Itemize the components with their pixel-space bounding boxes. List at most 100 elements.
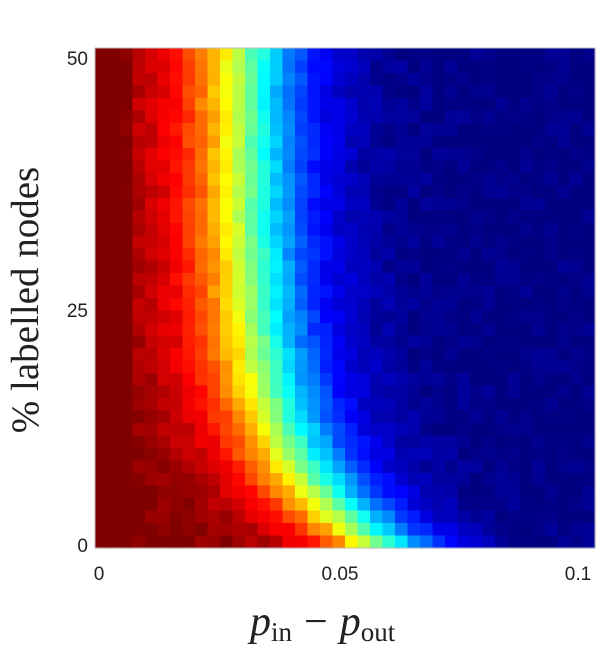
heatmap-cell xyxy=(395,523,409,537)
heatmap-cell xyxy=(270,510,284,524)
heatmap-cell xyxy=(507,110,521,124)
heatmap-cell xyxy=(257,210,271,224)
heatmap-cell xyxy=(582,473,596,487)
heatmap-cell xyxy=(582,123,596,137)
heatmap-cell xyxy=(257,473,271,487)
heatmap-cell xyxy=(382,173,396,187)
heatmap-cell xyxy=(332,273,346,287)
heatmap-cell xyxy=(345,535,359,549)
heatmap-cell xyxy=(407,473,421,487)
heatmap-cell xyxy=(270,460,284,474)
heatmap-cell xyxy=(282,335,296,349)
heatmap-cell xyxy=(95,285,109,299)
heatmap-cell xyxy=(170,98,184,112)
heatmap-cell xyxy=(182,135,196,149)
heatmap-cell xyxy=(182,198,196,212)
heatmap-cell xyxy=(470,110,484,124)
heatmap-cell xyxy=(207,223,221,237)
heatmap-cell xyxy=(170,210,184,224)
heatmap-cell xyxy=(582,60,596,74)
heatmap-cell xyxy=(332,410,346,424)
heatmap-cell xyxy=(382,273,396,287)
heatmap-cell xyxy=(320,248,334,262)
heatmap-cell xyxy=(257,535,271,549)
heatmap-cell xyxy=(495,185,509,199)
heatmap-cell xyxy=(157,248,171,262)
heatmap-cell xyxy=(182,123,196,137)
heatmap-cell xyxy=(457,385,471,399)
heatmap-cell xyxy=(107,285,121,299)
heatmap-cell xyxy=(420,485,434,499)
heatmap-cell xyxy=(220,110,234,124)
heatmap-cell xyxy=(520,298,534,312)
heatmap-cell xyxy=(182,185,196,199)
heatmap-cell xyxy=(520,110,534,124)
heatmap-cell xyxy=(107,173,121,187)
heatmap-cell xyxy=(445,223,459,237)
heatmap-cell xyxy=(445,298,459,312)
heatmap-cell xyxy=(495,523,509,537)
heatmap-cell xyxy=(545,148,559,162)
heatmap-cell xyxy=(570,98,584,112)
heatmap-cell xyxy=(495,273,509,287)
heatmap-cell xyxy=(545,60,559,74)
heatmap-cell xyxy=(145,185,159,199)
heatmap-cell xyxy=(182,335,196,349)
heatmap-cell xyxy=(570,423,584,437)
heatmap-cell xyxy=(457,448,471,462)
heatmap-cell xyxy=(532,85,546,99)
heatmap-cell xyxy=(195,235,209,249)
heatmap-cell xyxy=(295,460,309,474)
heatmap-cell xyxy=(307,148,321,162)
heatmap-cell xyxy=(570,398,584,412)
heatmap-cell xyxy=(132,435,146,449)
heatmap-cell xyxy=(520,85,534,99)
heatmap-cell xyxy=(195,360,209,374)
heatmap-cell xyxy=(157,523,171,537)
heatmap-cell xyxy=(257,185,271,199)
heatmap-cell xyxy=(445,260,459,274)
heatmap-cell xyxy=(557,198,571,212)
heatmap-cell xyxy=(545,298,559,312)
heatmap-cell xyxy=(445,485,459,499)
heatmap-cell xyxy=(107,223,121,237)
heatmap-cell xyxy=(157,198,171,212)
heatmap-cell xyxy=(95,110,109,124)
heatmap-cell xyxy=(282,160,296,174)
heatmap-cell xyxy=(257,323,271,337)
heatmap-cell xyxy=(157,135,171,149)
heatmap-cell xyxy=(207,485,221,499)
heatmap-cell xyxy=(132,210,146,224)
heatmap-cell xyxy=(270,385,284,399)
heatmap-cell xyxy=(132,260,146,274)
heatmap-cell xyxy=(195,73,209,87)
heatmap-cell xyxy=(320,323,334,337)
heatmap-cell xyxy=(545,48,559,62)
heatmap-cell xyxy=(582,423,596,437)
heatmap-cell xyxy=(207,273,221,287)
heatmap-cell xyxy=(107,123,121,137)
heatmap-cell xyxy=(332,460,346,474)
heatmap-cell xyxy=(120,235,134,249)
heatmap-cell xyxy=(357,473,371,487)
heatmap-cell xyxy=(307,410,321,424)
heatmap-cell xyxy=(107,535,121,549)
heatmap-cell xyxy=(432,310,446,324)
heatmap-cell xyxy=(582,360,596,374)
heatmap-cell xyxy=(382,460,396,474)
heatmap-cell xyxy=(545,310,559,324)
heatmap-cell xyxy=(145,235,159,249)
heatmap-cell xyxy=(457,223,471,237)
heatmap-cell xyxy=(207,323,221,337)
heatmap-cell xyxy=(357,385,371,399)
heatmap-cell xyxy=(457,335,471,349)
heatmap-cell xyxy=(232,135,246,149)
heatmap-cell xyxy=(545,485,559,499)
heatmap-cell xyxy=(107,435,121,449)
heatmap-cell xyxy=(470,473,484,487)
heatmap-cell xyxy=(120,260,134,274)
heatmap-cell xyxy=(170,535,184,549)
heatmap-cell xyxy=(370,85,384,99)
heatmap-cell xyxy=(107,360,121,374)
heatmap-cell xyxy=(332,423,346,437)
